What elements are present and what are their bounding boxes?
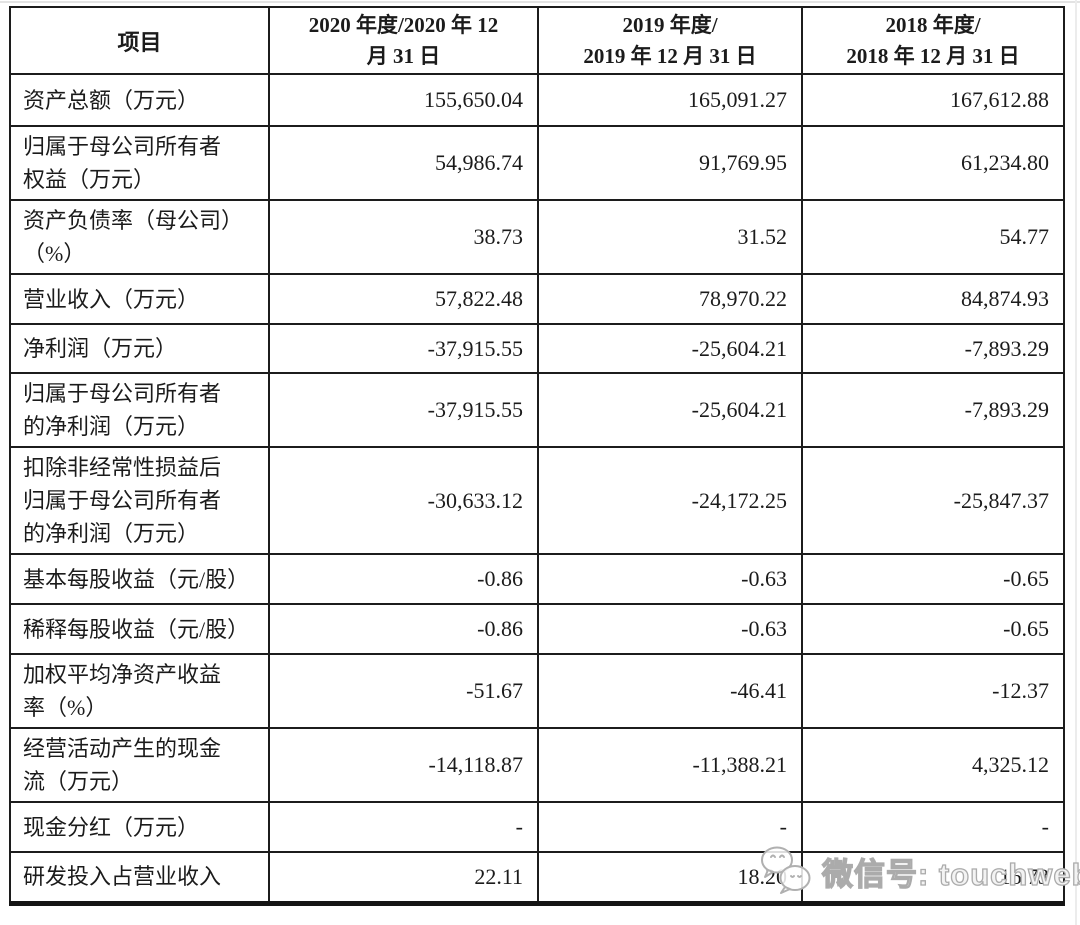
table-row: 扣除非经常性损益后 归属于母公司所有者 的净利润（万元） -30,633.12 … — [9, 446, 1065, 555]
watermark-text: 微信号: touchweb — [821, 856, 1080, 892]
cell-value: 91,769.95 — [537, 125, 803, 201]
table-row: 归属于母公司所有者 权益（万元） 54,986.74 91,769.95 61,… — [9, 125, 1065, 201]
cell-value: 22.11 — [268, 851, 539, 906]
table-row: 净利润（万元） -37,915.55 -25,604.21 -7,893.29 — [9, 323, 1065, 374]
cell-value: -7,893.29 — [801, 372, 1065, 448]
cell-value: -0.86 — [268, 603, 539, 655]
cell-value: -37,915.55 — [268, 372, 539, 448]
cell-value: 38.73 — [268, 199, 539, 275]
cell-value: -25,847.37 — [801, 446, 1065, 555]
cell-value: 155,650.04 — [268, 73, 539, 127]
table-row: 经营活动产生的现金 流（万元） -14,118.87 -11,388.21 4,… — [9, 727, 1065, 803]
cell-value: -7,893.29 — [801, 323, 1065, 374]
table-row: 归属于母公司所有者 的净利润（万元） -37,915.55 -25,604.21… — [9, 372, 1065, 448]
row-label: 基本每股收益（元/股） — [9, 553, 270, 605]
cell-value: -0.86 — [268, 553, 539, 605]
row-label: 净利润（万元） — [9, 323, 270, 374]
financial-summary-table: 项目 2020 年度/2020 年 12 月 31 日 2019 年度/ 201… — [9, 6, 1065, 906]
row-label: 扣除非经常性损益后 归属于母公司所有者 的净利润（万元） — [9, 446, 270, 555]
cell-value: 167,612.88 — [801, 73, 1065, 127]
table-header-row: 项目 2020 年度/2020 年 12 月 31 日 2019 年度/ 201… — [9, 6, 1065, 75]
cell-value: 57,822.48 — [268, 273, 539, 325]
row-label: 归属于母公司所有者 的净利润（万元） — [9, 372, 270, 448]
cell-value: -37,915.55 — [268, 323, 539, 374]
cell-value: 54.77 — [801, 199, 1065, 275]
cell-value: -46.41 — [537, 653, 803, 729]
header-2020: 2020 年度/2020 年 12 月 31 日 — [268, 6, 539, 75]
table-row: 资产总额（万元） 155,650.04 165,091.27 167,612.8… — [9, 73, 1065, 127]
cell-value: 18.20 — [537, 851, 803, 906]
row-label: 稀释每股收益（元/股） — [9, 603, 270, 655]
cell-value: 4,325.12 — [801, 727, 1065, 803]
row-label: 研发投入占营业收入 — [9, 851, 270, 906]
page-edge-right-line — [1075, 0, 1077, 925]
table-row: 研发投入占营业收入 22.11 18.20 16.73 — [9, 851, 1065, 906]
cell-value: -11,388.21 — [537, 727, 803, 803]
row-label: 现金分红（万元） — [9, 801, 270, 853]
cell-value: -25,604.21 — [537, 323, 803, 374]
row-label: 资产负债率（母公司） （%） — [9, 199, 270, 275]
cell-value: -0.65 — [801, 603, 1065, 655]
cell-value: - — [537, 801, 803, 853]
table-row: 营业收入（万元） 57,822.48 78,970.22 84,874.93 — [9, 273, 1065, 325]
cell-value: 78,970.22 — [537, 273, 803, 325]
row-label: 营业收入（万元） — [9, 273, 270, 325]
table-row: 稀释每股收益（元/股） -0.86 -0.63 -0.65 — [9, 603, 1065, 655]
header-2019: 2019 年度/ 2019 年 12 月 31 日 — [537, 6, 803, 75]
cell-value: -0.65 — [801, 553, 1065, 605]
wechat-icon — [758, 843, 818, 899]
header-item: 项目 — [9, 6, 270, 75]
row-label: 经营活动产生的现金 流（万元） — [9, 727, 270, 803]
cell-value: -25,604.21 — [537, 372, 803, 448]
cell-value: 16.73 — [801, 851, 1065, 906]
table-row: 加权平均净资产收益 率（%） -51.67 -46.41 -12.37 — [9, 653, 1065, 729]
cell-value: - — [268, 801, 539, 853]
cell-value: 61,234.80 — [801, 125, 1065, 201]
cell-value: 84,874.93 — [801, 273, 1065, 325]
cell-value: -12.37 — [801, 653, 1065, 729]
table-row: 资产负债率（母公司） （%） 38.73 31.52 54.77 — [9, 199, 1065, 275]
watermark: 微信号: touchweb — [758, 843, 1080, 899]
cell-value: 54,986.74 — [268, 125, 539, 201]
cell-value: -30,633.12 — [268, 446, 539, 555]
cell-value: -0.63 — [537, 553, 803, 605]
table-row: 现金分红（万元） - - - — [9, 801, 1065, 853]
row-label: 加权平均净资产收益 率（%） — [9, 653, 270, 729]
cell-value: 165,091.27 — [537, 73, 803, 127]
cell-value: -0.63 — [537, 603, 803, 655]
cell-value: -14,118.87 — [268, 727, 539, 803]
cell-value: 31.52 — [537, 199, 803, 275]
cell-value: -51.67 — [268, 653, 539, 729]
cell-value: - — [801, 801, 1065, 853]
cell-value: -24,172.25 — [537, 446, 803, 555]
header-2018: 2018 年度/ 2018 年 12 月 31 日 — [801, 6, 1065, 75]
page-edge-top-line — [0, 1, 1080, 3]
table-row: 基本每股收益（元/股） -0.86 -0.63 -0.65 — [9, 553, 1065, 605]
row-label: 资产总额（万元） — [9, 73, 270, 127]
row-label: 归属于母公司所有者 权益（万元） — [9, 125, 270, 201]
